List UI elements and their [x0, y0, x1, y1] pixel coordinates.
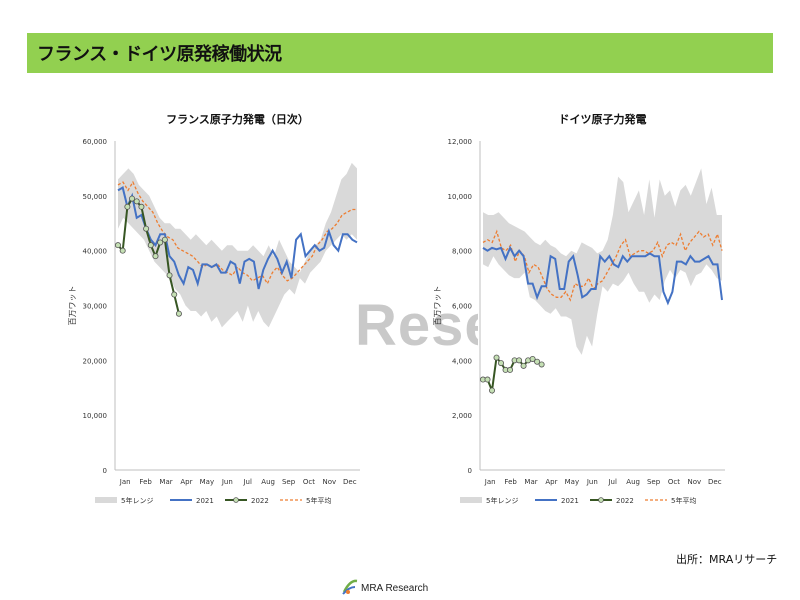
legend-label: 5年平均: [671, 496, 696, 505]
x-tick-label: May: [200, 478, 214, 486]
mra-logo-icon: [342, 579, 358, 595]
y-tick-label: 8,000: [452, 248, 472, 256]
series-2022-point: [175, 310, 182, 317]
legend-2022-marker: [598, 497, 604, 503]
series-2022-point: [493, 354, 500, 361]
y-axis-label: 百万ワット: [433, 286, 442, 326]
range-band: [483, 168, 722, 355]
x-tick-label: Oct: [303, 478, 315, 486]
x-tick-label: Apr: [545, 478, 557, 486]
series-2022-line: [483, 355, 543, 395]
legend-label: 2022: [251, 497, 269, 505]
y-tick-label: 0: [103, 467, 107, 475]
x-tick-label: Mar: [524, 478, 537, 486]
y-tick-label: 10,000: [83, 412, 108, 420]
x-tick-label: Nov: [688, 478, 702, 486]
series-2022-point: [138, 203, 145, 210]
x-tick-label: Sep: [282, 478, 296, 486]
legend-range-swatch: [460, 497, 482, 503]
series-2022-point: [484, 376, 491, 383]
x-tick-label: Jul: [242, 478, 252, 486]
series-2022-point: [171, 291, 178, 298]
x-tick-label: Jan: [119, 478, 131, 486]
series-2022-point: [489, 387, 496, 394]
series-2022-point: [152, 253, 159, 260]
y-tick-label: 4,000: [452, 357, 472, 365]
series-2022-point: [520, 362, 527, 369]
y-axis-label: 百万ワット: [68, 286, 77, 326]
x-tick-label: Nov: [323, 478, 337, 486]
y-tick-label: 2,000: [452, 412, 472, 420]
series-2022-point: [529, 355, 536, 362]
series-2022-point: [516, 357, 523, 364]
x-tick-label: Sep: [647, 478, 661, 486]
series-2022-point: [143, 225, 150, 232]
range-band: [118, 162, 357, 328]
legend-label: 5年平均: [306, 496, 331, 505]
series-2022-point: [538, 361, 545, 368]
legend-label: 2021: [196, 497, 214, 505]
legend-range-swatch: [95, 497, 117, 503]
x-tick-label: Oct: [668, 478, 680, 486]
y-tick-label: 0: [468, 467, 472, 475]
y-tick-label: 10,000: [448, 193, 473, 201]
x-tick-label: Aug: [626, 478, 640, 486]
series-2022-point: [161, 236, 168, 243]
source-note: 出所：MRAリサーチ: [676, 553, 778, 566]
series-2021-line: [117, 186, 358, 290]
y-tick-label: 20,000: [83, 357, 108, 365]
series-2022-point: [133, 198, 140, 205]
logo-text: MRA Research: [361, 583, 429, 594]
x-tick-label: Dec: [343, 478, 357, 486]
title-bar: フランス・ドイツ原発稼働状況: [27, 33, 773, 73]
x-tick-label: Apr: [180, 478, 192, 486]
x-tick-label: Aug: [261, 478, 275, 486]
page-title: フランス・ドイツ原発稼働状況: [37, 44, 282, 65]
legend-label: 5年レンジ: [121, 496, 153, 505]
series-2021-line: [482, 245, 723, 306]
legend-2022-marker: [233, 497, 239, 503]
x-tick-label: Feb: [139, 478, 152, 486]
y-tick-label: 30,000: [83, 303, 108, 311]
x-tick-label: May: [565, 478, 579, 486]
series-2022-point: [115, 242, 122, 249]
y-tick-label: 6,000: [452, 303, 472, 311]
chart-title: フランス原子力発電（日次）: [166, 112, 309, 126]
series-2022-point: [166, 272, 173, 279]
x-tick-label: Jan: [484, 478, 496, 486]
series-2022-point: [157, 239, 164, 246]
y-tick-label: 12,000: [448, 138, 473, 146]
chart-title: ドイツ原子力発電: [559, 112, 647, 126]
x-tick-label: Feb: [504, 478, 517, 486]
watermark-text: Rese: [355, 293, 498, 358]
series-2022-point: [498, 360, 505, 367]
series-2022-point: [147, 242, 154, 249]
x-tick-label: Mar: [159, 478, 172, 486]
x-tick-label: Jun: [221, 478, 233, 486]
series-2022-point: [507, 366, 514, 373]
series-2022-point: [124, 203, 131, 210]
legend-label: 2021: [561, 497, 579, 505]
series-2022-point: [129, 195, 136, 202]
x-tick-label: Jul: [607, 478, 617, 486]
x-tick-label: Jun: [586, 478, 598, 486]
y-tick-label: 40,000: [83, 248, 108, 256]
legend-label: 2022: [616, 497, 634, 505]
series-2022-point: [119, 247, 126, 254]
series-2022-point: [534, 358, 541, 365]
y-tick-label: 60,000: [83, 138, 108, 146]
legend-label: 5年レンジ: [486, 496, 518, 505]
france-chart: フランス原子力発電（日次） 百万ワット 0 10,000 20,000 30,000 40,…: [68, 112, 360, 505]
y-tick-label: 50,000: [83, 193, 108, 201]
x-tick-label: Dec: [708, 478, 722, 486]
